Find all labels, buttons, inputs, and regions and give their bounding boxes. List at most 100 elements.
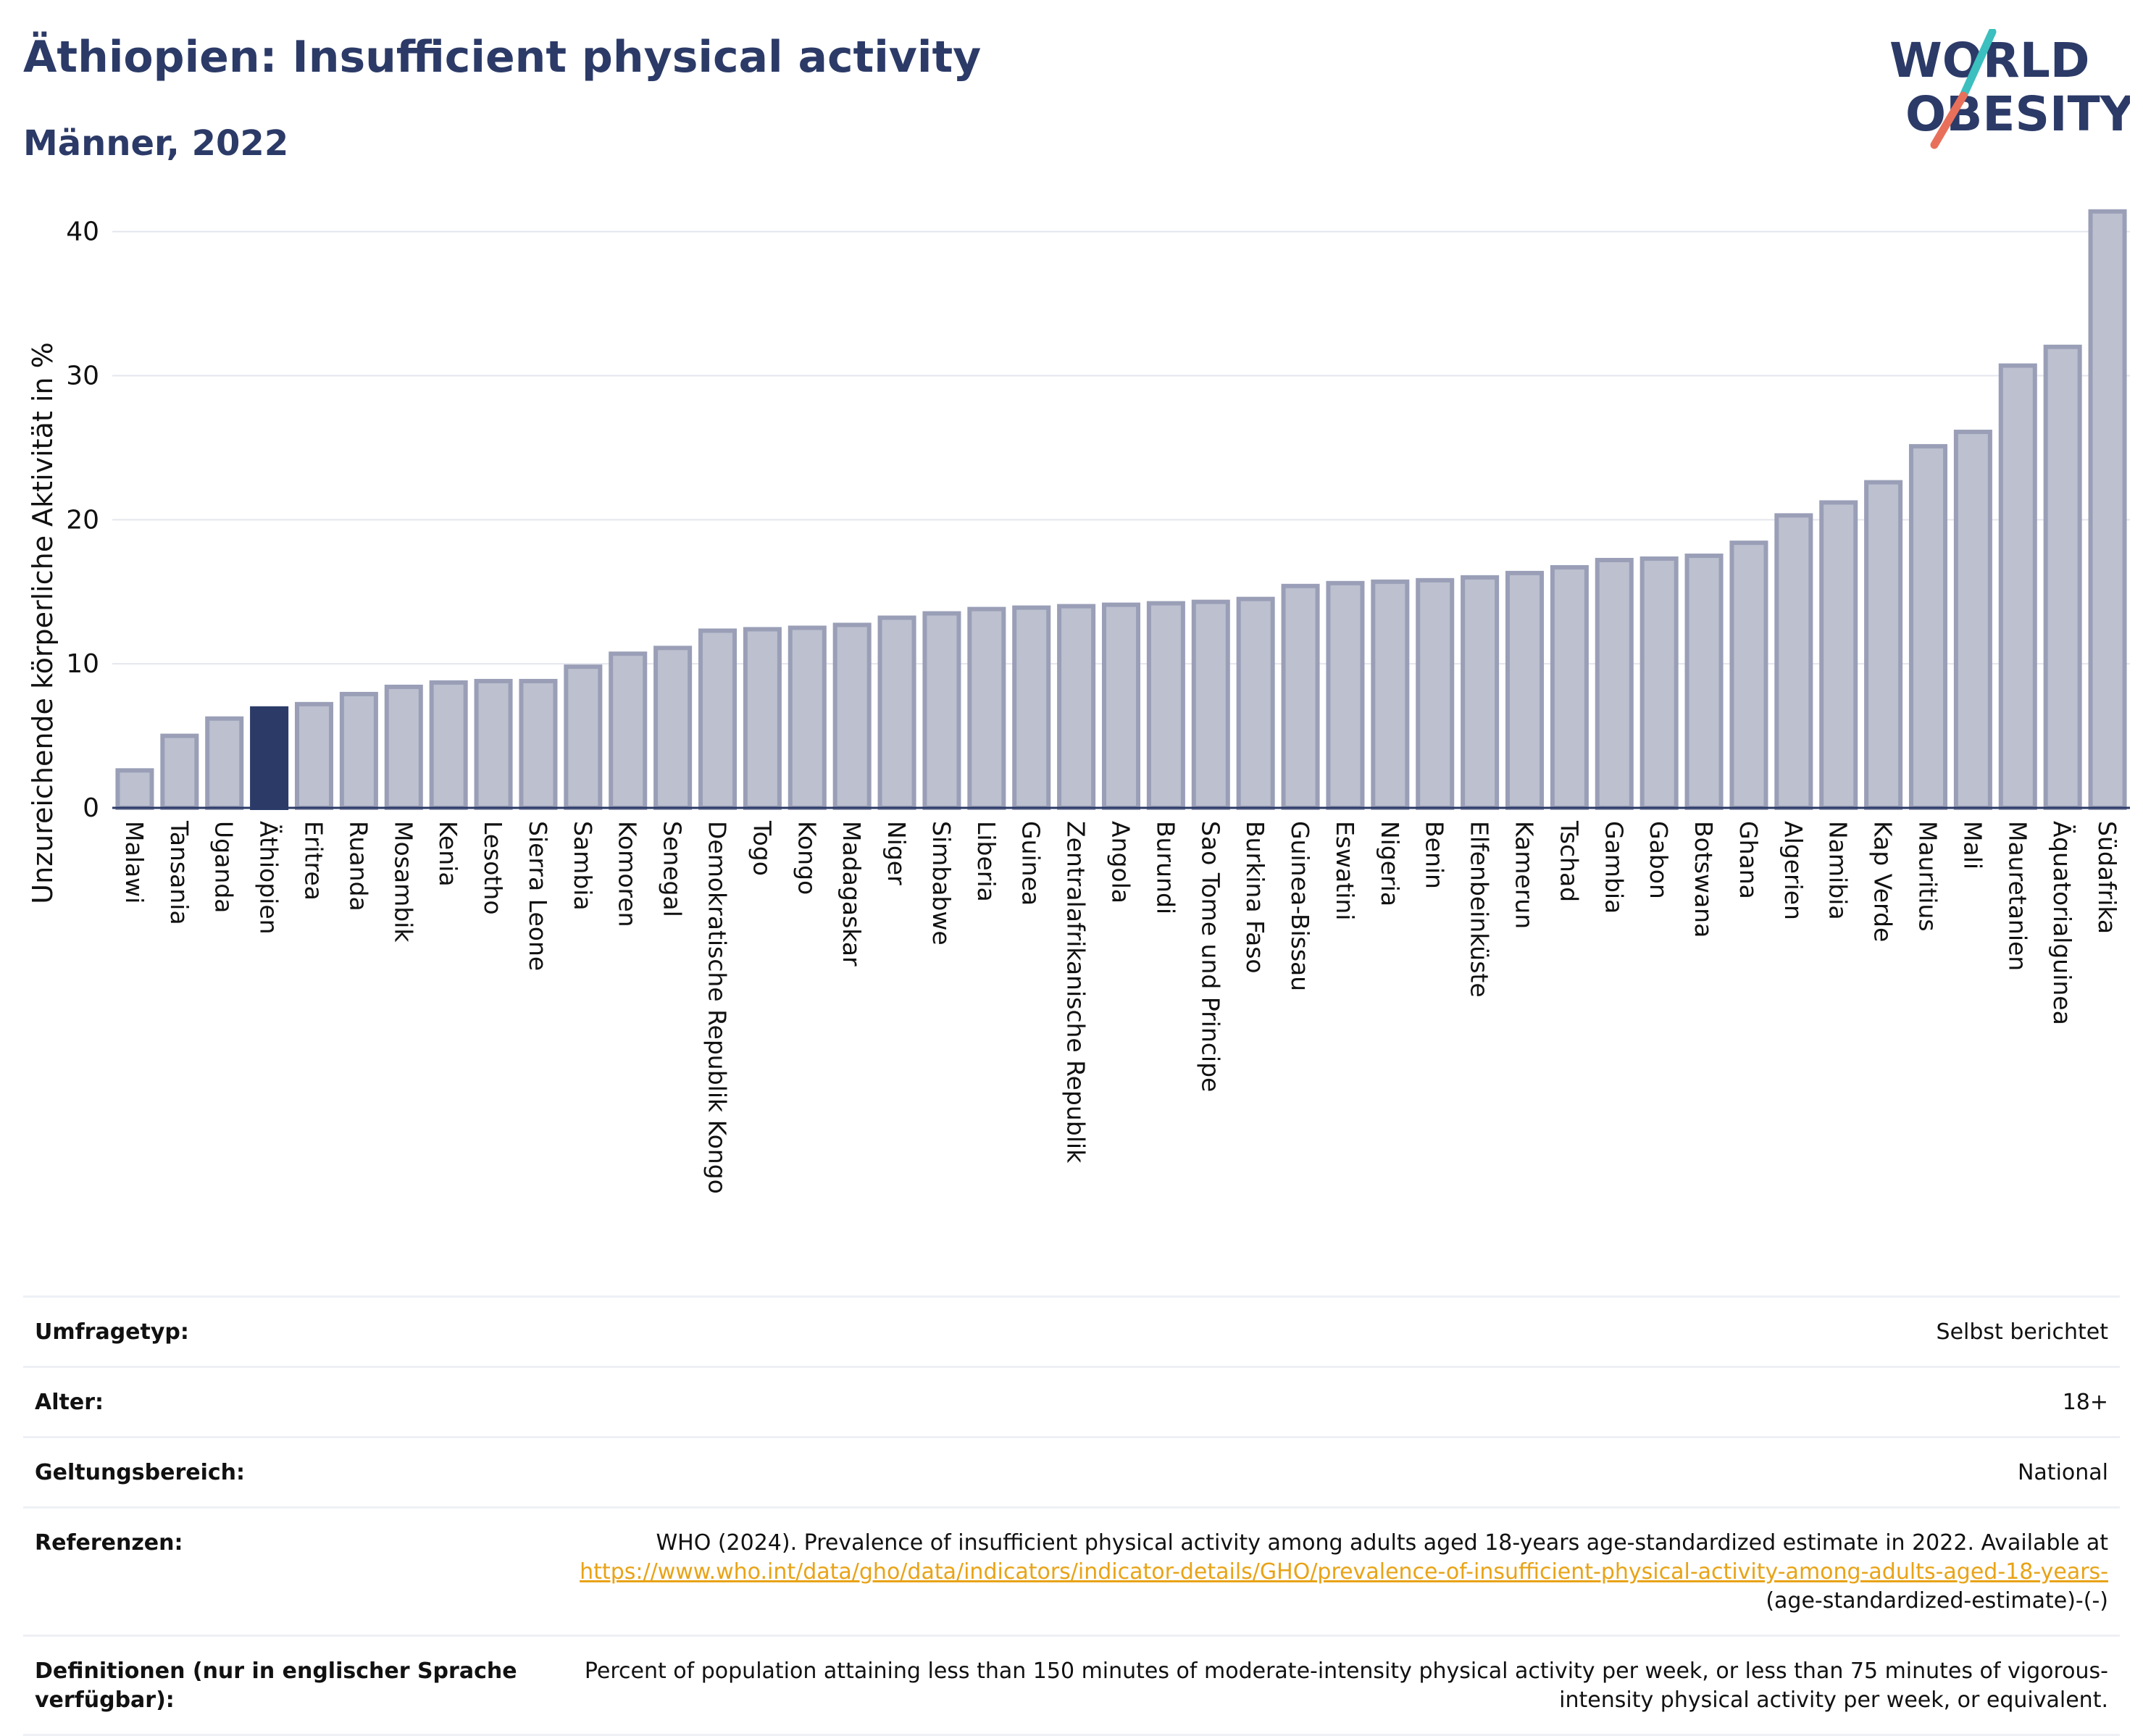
- scope-value: National: [2017, 1460, 2108, 1485]
- x-tick-label: Mosambik: [389, 821, 417, 943]
- x-tick-label: Nigeria: [1376, 821, 1404, 906]
- x-tick-label: Burundi: [1151, 821, 1179, 914]
- bar-26: [1281, 583, 1320, 810]
- bar-33: [1595, 558, 1634, 810]
- x-tick-label: Ruanda: [344, 821, 372, 911]
- bar-43: [2043, 344, 2082, 810]
- logo-coral-slash: [1930, 91, 1968, 149]
- bar-24: [1191, 599, 1230, 810]
- bar-12: [653, 646, 693, 811]
- x-tick-label: Simbabwe: [927, 821, 956, 946]
- bar-44: [2088, 209, 2127, 810]
- y-tick-label: 20: [66, 505, 99, 535]
- bar-10: [564, 664, 603, 810]
- references-label: Referenzen:: [35, 1530, 183, 1556]
- references-text: WHO (2024). Prevalence of insufficient p…: [656, 1530, 2108, 1556]
- x-tick-label: Lesotho: [479, 821, 507, 915]
- x-tick-label: Niger: [882, 821, 911, 885]
- bar-41: [1953, 430, 1992, 810]
- references-value: WHO (2024). Prevalence of insufficient p…: [542, 1529, 2108, 1616]
- bar-37: [1774, 513, 1813, 810]
- bar-8: [474, 679, 513, 810]
- logo-teal-slash: [1959, 29, 1997, 100]
- bar-9: [519, 679, 558, 810]
- y-tick-label: 0: [83, 793, 99, 823]
- x-tick-label: Algerien: [1779, 821, 1808, 920]
- x-tick-label: Angola: [1107, 821, 1135, 904]
- bar-28: [1371, 579, 1410, 810]
- bar-11: [609, 651, 648, 811]
- page-subtitle: Männer, 2022: [23, 123, 289, 164]
- info-row-references: Referenzen: WHO (2024). Prevalence of in…: [23, 1506, 2120, 1635]
- bar-30: [1461, 575, 1500, 810]
- bar-27: [1326, 580, 1365, 810]
- bar-2: [205, 716, 244, 811]
- y-tick-label: 10: [66, 649, 99, 679]
- x-tick-label: Demokratische Republik Kongo: [703, 821, 732, 1194]
- bar-15: [788, 625, 827, 810]
- x-tick-label: Guinea-Bissau: [1286, 821, 1314, 991]
- x-tick-label: Eswatini: [1331, 821, 1359, 920]
- x-tick-label: Namibia: [1824, 821, 1852, 920]
- bar-14: [743, 627, 782, 810]
- x-tick-label: Sao Tome und Principe: [1196, 821, 1224, 1092]
- x-tick-label: Mauritius: [1914, 821, 1942, 932]
- bar-31: [1505, 570, 1545, 810]
- bar-7: [429, 680, 468, 811]
- bar-0: [115, 768, 154, 810]
- bar-20: [1012, 605, 1051, 810]
- x-tick-label: Mauretanien: [2003, 821, 2031, 971]
- bar-21: [1057, 604, 1096, 811]
- x-tick-label: Liberia: [972, 821, 1001, 902]
- x-tick-label: Kongo: [793, 821, 821, 895]
- info-row-survey: Umfragetyp: Selbst berichtet: [23, 1295, 2120, 1366]
- x-tick-label: Äthiopien: [255, 821, 283, 935]
- bar-chart: 0 10 20 30 40 Malawi Tansania Uganda Äthiopien E…: [27, 209, 2130, 1194]
- bar-16: [832, 622, 872, 810]
- bar-40: [1908, 443, 1948, 810]
- y-tick-label: 30: [66, 361, 99, 391]
- age-value: 18+: [2062, 1390, 2108, 1415]
- bar-1: [160, 733, 199, 811]
- bars: [112, 209, 2130, 811]
- bar-25: [1236, 596, 1275, 810]
- bar-42: [1998, 363, 2037, 810]
- x-tick-label: Tansania: [165, 820, 193, 925]
- bar-39: [1864, 480, 1903, 810]
- x-tick-label: Äquatorialguinea: [2048, 821, 2076, 1025]
- x-tick-label: Komoren: [614, 821, 642, 927]
- info-row-scope: Geltungsbereich: National: [23, 1436, 2120, 1506]
- scope-label: Geltungsbereich:: [35, 1460, 246, 1485]
- x-tick-label: Eritrea: [300, 821, 328, 901]
- x-tick-label: Ghana: [1734, 821, 1763, 899]
- bar-32: [1550, 564, 1589, 810]
- x-tick-label: Kap Verde: [1869, 821, 1897, 942]
- x-tick-label: Elfenbeinküste: [1466, 821, 1494, 998]
- x-tick-label: Togo: [748, 820, 776, 876]
- definitions-label: Definitionen (nur in englischer Sprache …: [35, 1658, 517, 1713]
- bar-4: [294, 701, 334, 811]
- bar-19: [967, 606, 1006, 811]
- x-tick-label: Kenia: [434, 821, 462, 887]
- info-row-age: Alter: 18+: [23, 1366, 2120, 1436]
- references-link[interactable]: https://www.who.int/data/gho/data/indica…: [580, 1559, 2108, 1585]
- x-tick-label: Burkina Faso: [1241, 821, 1269, 974]
- bar-3: [250, 706, 289, 810]
- survey-label: Umfragetyp:: [35, 1319, 189, 1345]
- bar-36: [1729, 541, 1768, 810]
- bar-5: [339, 691, 378, 810]
- x-tick-label: Zentralafrikanische Republik: [1062, 821, 1090, 1164]
- survey-value: Selbst berichtet: [1936, 1319, 2108, 1345]
- x-tick-label: Mali: [1958, 821, 1987, 869]
- x-tick-label: Tschad: [1555, 820, 1583, 902]
- info-row-definitions: Definitionen (nur in englischer Sprache …: [23, 1635, 2120, 1736]
- bar-29: [1416, 577, 1455, 810]
- bar-34: [1639, 556, 1679, 811]
- y-axis-label: Unzureichende körperliche Aktivität in %: [27, 342, 59, 904]
- bar-17: [877, 615, 916, 811]
- bar-6: [384, 684, 423, 810]
- bar-18: [922, 611, 961, 810]
- x-tick-label: Kamerun: [1511, 821, 1539, 929]
- x-tick-label: Gambia: [1600, 821, 1628, 914]
- x-tick-label: Sambia: [569, 821, 597, 911]
